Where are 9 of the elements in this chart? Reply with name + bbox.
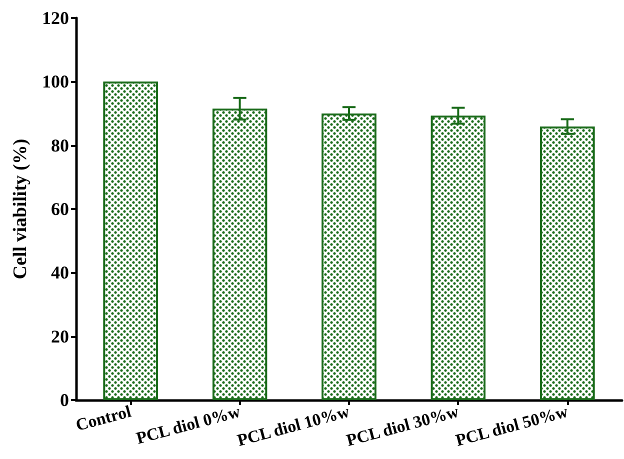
y-tick-label: 80 bbox=[51, 135, 69, 156]
y-tick-label: 40 bbox=[51, 262, 69, 283]
x-tick-label: Control bbox=[74, 402, 134, 435]
y-axis-title: Cell viability (%) bbox=[10, 138, 31, 280]
y-tick-label: 20 bbox=[51, 326, 69, 346]
y-tick-label: 100 bbox=[42, 72, 69, 92]
y-tick-label: 60 bbox=[51, 199, 69, 219]
y-tick-label: 120 bbox=[42, 8, 69, 28]
y-tick-label: 0 bbox=[60, 390, 69, 410]
